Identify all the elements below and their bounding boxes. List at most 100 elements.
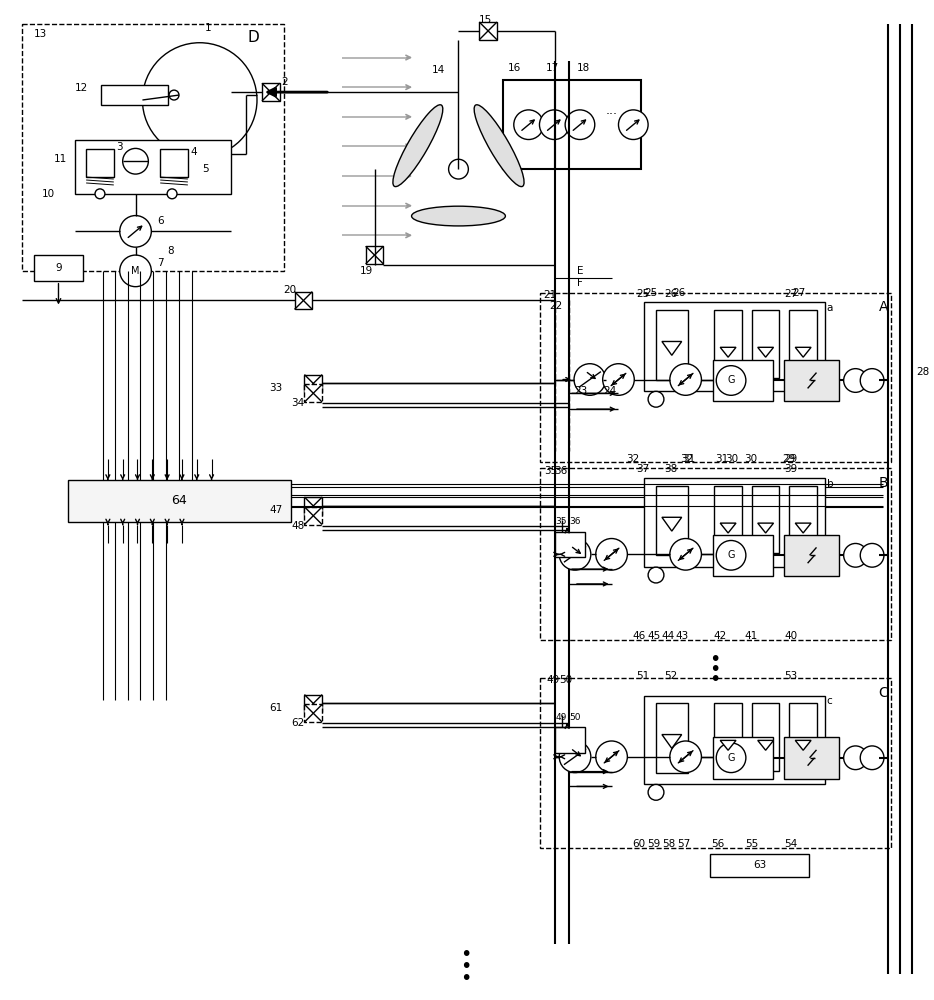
Text: 17: 17 [545,63,559,73]
Polygon shape [720,740,736,750]
Circle shape [843,543,868,567]
Text: 43: 43 [676,631,689,641]
Text: 58: 58 [662,839,675,849]
Circle shape [860,369,884,392]
Circle shape [559,539,591,570]
Text: 38: 38 [664,464,677,474]
Text: F: F [577,278,583,288]
Bar [304,695,322,712]
Text: b: b [827,479,833,489]
Bar [644,478,825,567]
Text: 42: 42 [714,631,727,641]
Circle shape [559,741,591,773]
Text: 47: 47 [269,505,283,515]
Text: 31: 31 [682,454,695,464]
Text: 20: 20 [284,285,297,295]
Text: c: c [827,696,832,706]
Text: 61: 61 [269,703,283,713]
Bar [76,140,232,194]
Ellipse shape [474,105,524,187]
Text: 2: 2 [282,77,289,87]
Polygon shape [720,347,736,357]
Bar [502,80,642,169]
Ellipse shape [412,206,505,226]
Bar [68,480,290,522]
Bar [789,703,817,771]
Text: A: A [879,300,888,314]
Circle shape [143,43,257,157]
Polygon shape [757,740,773,750]
Text: 50: 50 [559,675,573,685]
Bar [752,486,780,553]
Text: 3: 3 [116,142,122,152]
Text: •: • [710,660,721,679]
Text: 32: 32 [680,454,693,464]
Text: 44: 44 [661,631,674,641]
Text: •: • [460,957,471,976]
Bar [656,486,687,555]
Text: 29: 29 [785,454,798,464]
Text: •: • [710,670,721,689]
Circle shape [167,189,177,199]
Text: 45: 45 [647,631,660,641]
Bar [714,737,772,779]
Text: 59: 59 [647,839,660,849]
Circle shape [843,746,868,770]
Text: 4: 4 [191,147,197,157]
Bar [34,255,83,281]
Text: 36: 36 [554,466,568,476]
Text: 35: 35 [545,466,558,476]
Bar [656,310,687,380]
Text: a: a [827,303,833,313]
Bar [21,24,284,271]
Circle shape [120,255,151,287]
Text: 49: 49 [546,675,559,685]
Circle shape [540,110,569,140]
Text: 34: 34 [291,398,304,408]
Circle shape [670,741,701,773]
Polygon shape [757,347,773,357]
Bar [715,310,742,378]
Text: •: • [460,969,471,988]
Text: 25: 25 [644,288,658,298]
Bar [365,246,384,264]
Circle shape [648,391,664,407]
Text: 23: 23 [574,386,587,396]
Text: 26: 26 [672,288,685,298]
Text: 22: 22 [549,301,562,311]
Bar [644,302,825,391]
Text: 28: 28 [917,367,930,377]
Text: 53: 53 [785,671,798,681]
Circle shape [448,159,468,179]
Text: 35: 35 [556,517,567,526]
Circle shape [716,540,746,570]
Text: E: E [577,266,584,276]
Polygon shape [795,347,811,357]
Circle shape [648,567,664,583]
Polygon shape [795,523,811,533]
Circle shape [860,746,884,770]
Ellipse shape [393,105,443,187]
Polygon shape [757,523,773,533]
Text: 33: 33 [269,383,283,393]
Text: 50: 50 [569,713,581,722]
Circle shape [618,110,648,140]
Bar [715,486,742,553]
Text: D: D [248,30,259,45]
Text: 36: 36 [569,517,581,526]
Bar [304,497,322,515]
Bar [656,703,687,773]
Bar [789,486,817,553]
Bar [304,507,322,525]
Text: 11: 11 [53,154,67,164]
Text: 51: 51 [636,671,649,681]
Text: 31: 31 [715,454,729,464]
Text: 41: 41 [745,631,758,641]
Circle shape [122,148,149,174]
Bar [785,737,839,779]
Text: 30: 30 [725,454,738,464]
Text: 40: 40 [785,631,798,641]
Text: 56: 56 [712,839,725,849]
Text: 60: 60 [632,839,645,849]
Polygon shape [662,517,682,531]
